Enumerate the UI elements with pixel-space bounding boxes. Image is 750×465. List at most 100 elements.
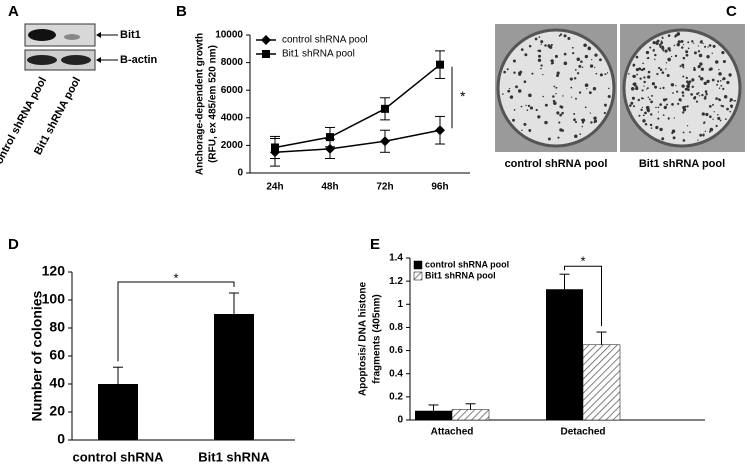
colony <box>687 82 691 86</box>
colony <box>635 68 639 72</box>
colony <box>643 85 645 87</box>
colony <box>698 53 703 58</box>
colony <box>666 74 670 78</box>
colony <box>540 67 542 70</box>
colony <box>645 50 650 55</box>
colony <box>642 114 645 117</box>
colony <box>682 131 685 134</box>
colony <box>655 106 657 109</box>
colony <box>656 72 659 76</box>
colony <box>681 63 685 67</box>
colony <box>651 82 655 86</box>
colony <box>699 133 703 137</box>
colony <box>655 125 659 130</box>
colony <box>641 68 644 72</box>
y-tick-label: 0.4 <box>389 368 403 379</box>
colony <box>573 112 576 115</box>
colony <box>677 102 680 105</box>
colony <box>729 98 733 102</box>
colony <box>572 51 575 55</box>
colony <box>720 84 723 87</box>
colony <box>686 84 690 89</box>
colony <box>515 85 518 89</box>
marker <box>262 50 270 58</box>
colony <box>581 66 584 69</box>
y-tick-label: 1 <box>397 299 403 310</box>
colony <box>574 134 578 139</box>
colony <box>528 129 532 132</box>
colony <box>528 93 532 98</box>
colony <box>703 96 707 100</box>
colony <box>540 43 542 45</box>
colony <box>704 90 708 93</box>
colony <box>689 131 691 134</box>
colony <box>512 59 516 63</box>
y-tick-label: 10000 <box>215 30 243 41</box>
colony <box>697 91 700 94</box>
colony <box>650 100 653 104</box>
colony <box>558 34 561 37</box>
colony <box>658 66 661 70</box>
colony <box>705 112 709 117</box>
colony <box>631 96 635 100</box>
colony <box>537 49 540 52</box>
annotation: * <box>173 270 178 285</box>
colony <box>508 87 511 90</box>
colony <box>590 121 593 124</box>
colony <box>580 60 583 63</box>
colony <box>685 53 689 57</box>
colony <box>712 103 714 106</box>
x-tick-label: control shRNA <box>73 449 165 464</box>
colony <box>706 55 710 59</box>
colony <box>538 36 541 38</box>
colony <box>716 83 719 86</box>
colony <box>563 61 568 66</box>
marker <box>380 136 390 147</box>
colony <box>672 92 674 94</box>
colony <box>729 110 732 113</box>
colony <box>719 80 722 82</box>
colony <box>697 65 701 69</box>
annotation: * <box>460 88 466 104</box>
colony <box>559 113 562 117</box>
colony <box>719 119 722 122</box>
colony <box>529 106 534 110</box>
legend-label: control shRNA pool <box>282 35 368 46</box>
x-tick-label: 96h <box>431 182 448 193</box>
colony <box>667 34 671 37</box>
colony <box>552 95 555 98</box>
colony <box>655 42 659 46</box>
marker <box>261 35 271 45</box>
legend-label: Bit1 shRNA pool <box>282 49 355 60</box>
colony <box>698 95 701 97</box>
colony <box>556 111 560 115</box>
colony <box>604 103 607 107</box>
colony <box>698 75 701 78</box>
colony <box>708 130 711 133</box>
bar <box>98 384 138 440</box>
colony <box>527 104 531 108</box>
lane-label: Control shRNA pool <box>0 75 49 173</box>
colony <box>556 74 559 77</box>
colony <box>584 106 587 109</box>
colony <box>668 117 670 119</box>
colony <box>715 97 718 100</box>
colony <box>662 37 664 40</box>
colony <box>574 69 577 71</box>
colony <box>671 103 674 106</box>
colony <box>570 86 573 89</box>
colony <box>603 111 606 115</box>
colony <box>537 115 541 119</box>
colony <box>633 105 636 108</box>
colony <box>722 60 726 64</box>
colony <box>650 113 653 116</box>
y-tick-label: 0 <box>57 431 65 447</box>
colony <box>661 71 665 74</box>
colony <box>660 40 663 42</box>
colony <box>664 49 668 53</box>
colony <box>535 108 538 112</box>
colony <box>519 70 523 74</box>
colony <box>523 80 527 84</box>
annotation: * <box>580 254 585 269</box>
